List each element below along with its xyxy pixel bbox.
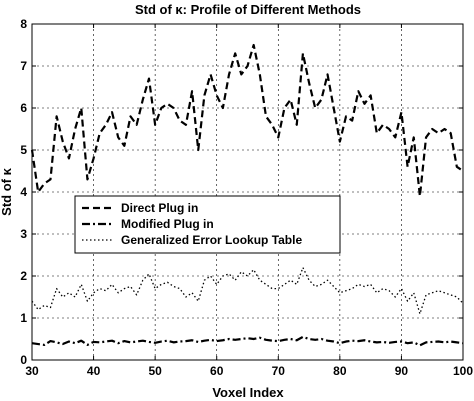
- series-lines: [30, 43, 464, 347]
- series-line-modified-plug-in: [31, 335, 464, 347]
- y-tick-label: 0: [20, 353, 27, 367]
- y-axis-label: Std of κ: [0, 167, 14, 215]
- x-tick-label: 30: [25, 364, 39, 378]
- x-axis-label: Voxel Index: [212, 385, 284, 400]
- y-tick-label: 3: [20, 227, 27, 241]
- chart-title: Std of κ: Profile of Different Methods: [135, 2, 361, 17]
- grid: [32, 24, 463, 360]
- axis-ticks: 30 40 50 60 70 80 90 100 0 1 2 3 4 5 6 7 8: [20, 17, 473, 378]
- y-tick-label: 2: [20, 269, 27, 283]
- x-tick-label: 100: [453, 364, 473, 378]
- y-tick-label: 5: [20, 143, 27, 157]
- legend-label: Modified Plug in: [121, 217, 214, 231]
- x-tick-label: 80: [333, 364, 347, 378]
- x-tick-label: 90: [395, 364, 409, 378]
- x-tick-label: 40: [87, 364, 101, 378]
- y-tick-label: 8: [20, 17, 27, 31]
- series-line-direct-plug-in: [30, 43, 464, 198]
- x-tick-label: 60: [210, 364, 224, 378]
- y-tick-label: 6: [20, 101, 27, 115]
- x-tick-label: 70: [272, 364, 286, 378]
- legend: Direct Plug in Modified Plug in Generalize…: [74, 195, 341, 254]
- legend-box: [74, 195, 341, 254]
- y-tick-label: 7: [20, 59, 27, 73]
- y-tick-label: 1: [20, 311, 27, 325]
- legend-label: Generalized Error Lookup Table: [121, 233, 302, 247]
- x-tick-label: 50: [148, 364, 162, 378]
- series-line-generalized-error-lookup-table: [31, 266, 464, 315]
- legend-label: Direct Plug in: [121, 201, 198, 215]
- y-tick-label: 4: [20, 185, 27, 199]
